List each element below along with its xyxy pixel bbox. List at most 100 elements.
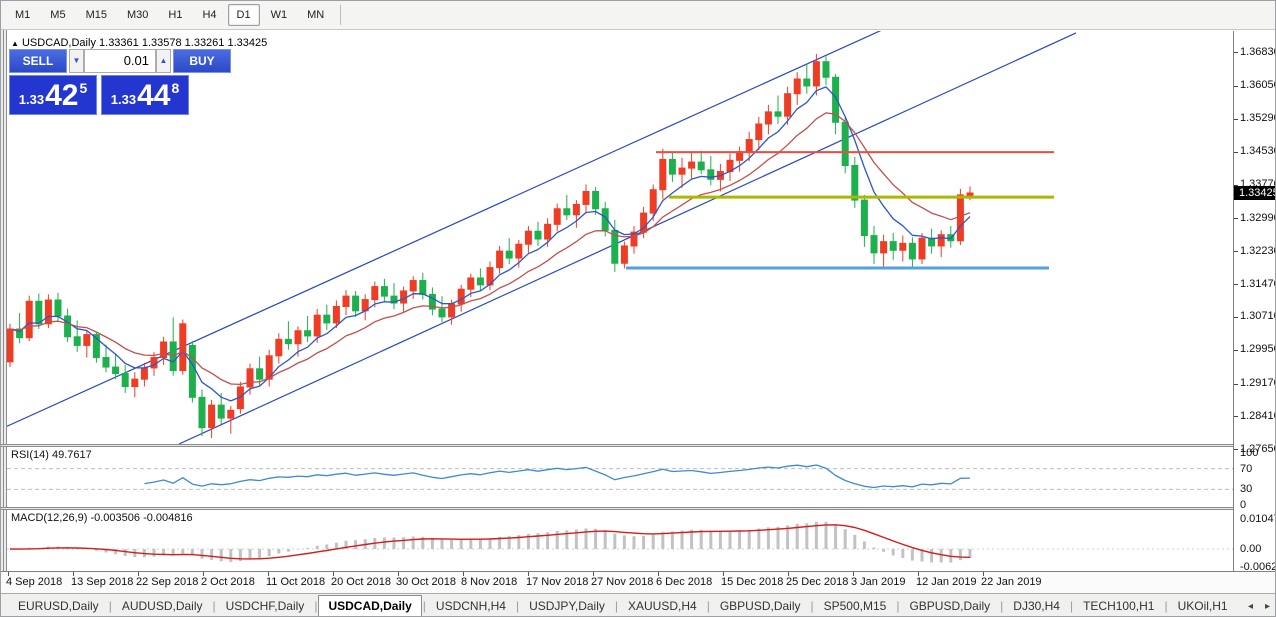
date-tick <box>268 572 269 576</box>
buy-button[interactable]: BUY <box>173 49 231 73</box>
date-axis-label: 22 Sep 2018 <box>136 576 199 588</box>
timeframe-button-M30[interactable]: M30 <box>126 9 149 21</box>
price-tick <box>1234 416 1238 418</box>
date-axis-label: 2 Oct 2018 <box>201 576 255 588</box>
channel-trendline-lower <box>178 32 1077 444</box>
chart-tab-XAUUSD[interactable]: XAUUSD,H4 <box>628 599 697 613</box>
price-tick <box>1234 218 1238 220</box>
timeframe-button-MN[interactable]: MN <box>307 9 325 21</box>
price-axis-label: 1.29170 <box>1240 377 1276 389</box>
chart-tab-bar: EURUSD,Daily | AUDUSD,Daily | USDCHF,Daily | U… <box>1 593 1275 616</box>
sell-quote-button[interactable]: 1.33 42 5 <box>9 75 97 115</box>
chart-tab-TECH100[interactable]: TECH100,H1 <box>1083 599 1155 613</box>
tab-divider: | <box>314 599 318 613</box>
price-tick <box>1234 349 1238 351</box>
one-click-trading-panel: SELL ▼ 0.01 ▲ BUY 1.33 42 5 1.33 44 8 <box>9 49 231 115</box>
symbol-label: USDCAD,Daily <box>21 37 96 49</box>
tab-scroll-right-icon[interactable]: ▸ <box>1264 600 1270 612</box>
price-tick <box>1234 284 1238 286</box>
price-axis-label: 1.28410 <box>1240 409 1276 422</box>
toolbar-separator <box>340 5 342 25</box>
chart-tab-AUDUSD[interactable]: AUDUSD,Daily <box>121 599 203 613</box>
lot-size-input[interactable]: 0.01 <box>84 49 156 73</box>
price-axis-label: 1.27650 <box>1240 442 1276 455</box>
chart-tab-USDCNH[interactable]: USDCNH,H4 <box>435 599 506 613</box>
date-axis-label: 3 Jan 2019 <box>851 576 906 588</box>
date-axis-label: 17 Nov 2018 <box>526 576 589 588</box>
timeframe-button-H1[interactable]: H1 <box>168 9 183 21</box>
chart-tab-USDCHF[interactable]: USDCHF,Daily <box>225 599 305 613</box>
buy-quote-button[interactable]: 1.33 44 8 <box>101 75 189 115</box>
price-tick <box>1234 52 1238 54</box>
date-tick <box>203 572 204 576</box>
buy-price-pip: 8 <box>171 80 180 96</box>
timeframe-button-D1[interactable]: D1 <box>227 4 260 26</box>
timeframe-button-H4[interactable]: H4 <box>202 9 217 21</box>
timeframe-button-M1[interactable]: M1 <box>15 9 31 21</box>
date-axis-label: 11 Oct 2018 <box>266 576 326 588</box>
tab-divider: | <box>1164 599 1168 613</box>
date-tick <box>528 572 529 576</box>
tab-divider: | <box>515 599 520 613</box>
chart-tab-GBPUSD[interactable]: GBPUSD,Daily <box>909 599 991 613</box>
rsi-line <box>144 464 971 489</box>
chart-tab-SP500[interactable]: SP500,M15 <box>823 599 887 613</box>
chart-tab-USDJPY[interactable]: USDJPY,Daily <box>529 599 605 613</box>
pane-splitter[interactable] <box>1 444 1275 447</box>
tab-divider: | <box>1069 599 1074 613</box>
main-chart-canvas[interactable] <box>7 31 1233 444</box>
date-axis-label: 4 Sep 2018 <box>6 576 63 588</box>
pane-splitter[interactable] <box>1 507 1275 510</box>
macd-axis-label: -0.006218 <box>1240 560 1275 573</box>
price-tick <box>1234 316 1238 318</box>
tab-divider: | <box>706 599 710 613</box>
chart-tab-DJ30[interactable]: DJ30,H4 <box>1013 599 1060 613</box>
price-axis-label: 1.35290 <box>1240 112 1276 125</box>
moving-average-fast <box>9 86 971 402</box>
macd-axis-label: 0.00 <box>1240 543 1262 555</box>
ohlc-readout: 1.33361 1.33578 1.33261 1.33425 <box>99 37 268 49</box>
window-border-left <box>1 30 7 616</box>
chart-tab-GBPUSD[interactable]: GBPUSD,Daily <box>719 599 801 613</box>
panel-collapse-icon[interactable]: ▲ <box>11 39 19 48</box>
price-axis: 1.36830 1.36050 1.35290 1.34530 1.33770 1.329… <box>1233 31 1276 573</box>
timeframe-button-W1[interactable]: W1 <box>270 9 288 21</box>
tab-divider: | <box>614 599 618 613</box>
price-axis-label: 1.29950 <box>1240 343 1276 356</box>
price-tick <box>1234 383 1238 385</box>
date-axis-label: 6 Dec 2018 <box>656 576 713 588</box>
timeframe-button-M5[interactable]: M5 <box>50 9 66 21</box>
rsi-label: RSI(14) 49.7617 <box>11 449 92 461</box>
price-tick <box>1234 118 1238 120</box>
macd-indicator-pane[interactable]: MACD(12,26,9) -0.003506 -0.004816 <box>7 510 1233 570</box>
date-axis-label: 15 Dec 2018 <box>721 576 784 588</box>
rsi-indicator-pane[interactable]: RSI(14) 49.7617 <box>7 447 1233 507</box>
timeframe-toolbar: M1 M5 M15 M30 H1 H4 D1 W1 MN <box>1 1 1275 30</box>
timeframe-button-M15[interactable]: M15 <box>85 9 107 21</box>
channel-trendline-upper <box>7 31 882 427</box>
buy-price-prefix: 1.33 <box>110 92 137 107</box>
lot-decrease-button[interactable]: ▼ <box>69 49 84 73</box>
chart-tab-USDCAD[interactable]: USDCAD,Daily <box>318 595 422 616</box>
date-tick <box>788 572 789 576</box>
price-axis-label: 1.31470 <box>1240 277 1276 290</box>
date-axis-label: 30 Oct 2018 <box>396 576 456 588</box>
candles <box>7 53 974 438</box>
tab-divider: | <box>108 599 112 613</box>
chart-tab-UKOil[interactable]: UKOil,H1 <box>1177 599 1228 613</box>
date-tick <box>723 572 724 576</box>
date-tick <box>73 572 74 576</box>
tab-scroll-left-icon[interactable]: ◂ <box>1247 600 1253 612</box>
candlestick-chart <box>7 31 1077 444</box>
sell-button[interactable]: SELL <box>9 49 67 73</box>
date-axis-label: 8 Nov 2018 <box>461 576 518 588</box>
tab-scroll-buttons: ◂ ▸ <box>1245 599 1273 614</box>
rsi-axis-label: 0 <box>1240 499 1247 511</box>
date-axis-label: 13 Sep 2018 <box>71 576 134 588</box>
current-price-badge: 1.33425 <box>1234 185 1275 200</box>
lot-increase-button[interactable]: ▲ <box>156 49 171 73</box>
chart-tab-EURUSD[interactable]: EURUSD,Daily <box>18 599 99 613</box>
date-tick <box>983 572 984 576</box>
date-tick <box>593 572 594 576</box>
